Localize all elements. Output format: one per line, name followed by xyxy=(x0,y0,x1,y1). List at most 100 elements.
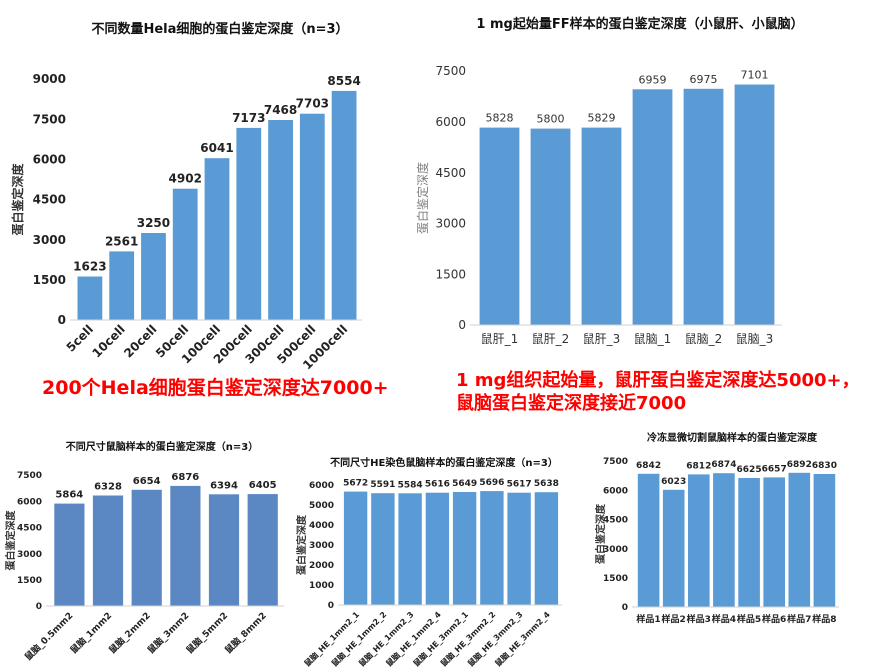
he-bar xyxy=(452,492,477,605)
tissue-data-label: 7101 xyxy=(741,69,769,82)
hela-y-tick-label: 6000 xyxy=(33,153,66,167)
tissue-chart-title: 1 mg起始量FF样本的蛋白鉴定深度（小鼠肝、小鼠脑） xyxy=(476,16,803,32)
size-data-label: 6405 xyxy=(249,480,277,491)
frozen-x-tick-label: 样品7 xyxy=(787,613,811,625)
he-data-label: 5616 xyxy=(425,480,450,490)
frozen-data-label: 6023 xyxy=(661,477,686,487)
hela-data-label: 7173 xyxy=(232,111,265,125)
he-y-tick-label: 2000 xyxy=(309,561,334,571)
frozen-data-label: 6657 xyxy=(762,464,787,474)
tissue-y-tick-label: 7500 xyxy=(435,64,466,78)
tissue-bar xyxy=(632,89,673,325)
he-data-label: 5638 xyxy=(534,479,559,489)
he-data-label: 5584 xyxy=(398,480,423,490)
hela-bar xyxy=(141,233,166,320)
size-bar xyxy=(208,494,240,606)
hela-data-label: 2561 xyxy=(105,234,138,248)
frozen-y-tick-label: 7500 xyxy=(603,457,628,467)
he-bar xyxy=(480,491,504,605)
hela-y-tick-label: 7500 xyxy=(33,112,66,126)
he-data-label: 5672 xyxy=(343,479,368,489)
he-bar xyxy=(371,493,395,605)
size-y-tick-label: 0 xyxy=(36,602,42,612)
hela-data-label: 7468 xyxy=(264,103,297,117)
he-y-tick-label: 5000 xyxy=(309,501,334,511)
hela-data-label: 1623 xyxy=(73,260,106,274)
he-bar xyxy=(507,492,531,605)
he-bar xyxy=(343,491,368,605)
frozen-data-label: 6842 xyxy=(636,461,661,471)
tissue-bar xyxy=(683,88,724,325)
he-data-label: 5649 xyxy=(452,479,477,489)
size-y-tick-label: 6000 xyxy=(17,497,42,507)
he-y-tick-label: 4000 xyxy=(309,521,334,531)
hela-data-label: 4902 xyxy=(169,172,202,186)
he-bar xyxy=(534,492,559,605)
frozen-bar xyxy=(688,474,710,607)
frozen-x-tick-label: 样品4 xyxy=(712,613,736,625)
tissue-x-tick-label: 鼠脑_3 xyxy=(736,332,774,346)
he-data-label: 5617 xyxy=(507,480,532,490)
size-data-label: 6394 xyxy=(210,480,238,491)
tissue-x-tick-label: 鼠脑_1 xyxy=(634,332,672,346)
tissue-bar xyxy=(479,127,520,325)
hela-data-label: 3250 xyxy=(137,216,170,230)
hela-y-tick-label: 3000 xyxy=(33,233,66,247)
hela-bar xyxy=(236,127,262,321)
hela-bar xyxy=(299,113,325,320)
hela-bar xyxy=(172,188,198,320)
he-data-label: 5591 xyxy=(370,480,395,490)
hela-bar xyxy=(268,120,293,320)
hela-x-tick-label: 20cell xyxy=(121,322,159,360)
size-bar xyxy=(54,503,85,606)
frozen-data-label: 6830 xyxy=(812,461,837,471)
hela-y-tick-label: 0 xyxy=(58,313,66,327)
size-bar xyxy=(131,489,162,606)
frozen-y-tick-label: 0 xyxy=(622,603,628,613)
size-bar xyxy=(247,494,278,606)
frozen-x-tick-label: 样品5 xyxy=(737,613,761,625)
tissue-data-label: 5828 xyxy=(486,112,514,125)
tissue-x-tick-label: 鼠脑_2 xyxy=(685,332,723,346)
he-y-tick-label: 3000 xyxy=(309,541,334,551)
size-y-tick-label: 4500 xyxy=(17,524,42,534)
he-y-axis-label: 蛋白鉴定深度 xyxy=(295,514,308,575)
frozen-x-tick-label: 样品3 xyxy=(687,613,711,625)
size-y-tick-label: 3000 xyxy=(17,550,42,560)
hela-bar xyxy=(109,251,135,320)
frozen-x-tick-label: 样品2 xyxy=(662,613,686,625)
hela-y-tick-label: 9000 xyxy=(33,72,66,86)
hela-y-axis-label: 蛋白鉴定深度 xyxy=(10,163,25,236)
tissue-bar xyxy=(581,127,622,325)
frozen-x-tick-label: 样品6 xyxy=(762,613,786,625)
he-bar xyxy=(425,492,450,605)
he-data-label: 5696 xyxy=(479,478,504,488)
tissue-data-label: 5800 xyxy=(537,113,565,126)
tissue-summary-line2: 鼠脑蛋白鉴定深度接近7000 xyxy=(456,393,687,414)
size-bar xyxy=(92,495,124,606)
tissue-y-axis-label: 蛋白鉴定深度 xyxy=(415,162,430,234)
tissue-x-tick-label: 鼠肝_2 xyxy=(532,332,570,346)
frozen-y-tick-label: 6000 xyxy=(603,486,628,496)
tissue-bar xyxy=(734,84,775,325)
frozen-y-axis-label: 蛋白鉴定深度 xyxy=(594,503,607,564)
size-x-tick-label: 鼠脑_0.5mm2 xyxy=(22,610,75,663)
size-data-label: 6876 xyxy=(171,472,199,483)
hela-summary-text: 200个Hela细胞蛋白鉴定深度达7000+ xyxy=(42,377,389,399)
tissue-x-tick-label: 鼠肝_1 xyxy=(481,332,519,346)
hela-y-tick-label: 1500 xyxy=(33,273,66,287)
tissue-y-tick-label: 0 xyxy=(458,318,466,332)
size-x-tick-label: 鼠脑_8mm2 xyxy=(222,610,269,657)
tissue-x-tick-label: 鼠肝_3 xyxy=(583,332,621,346)
he-y-tick-label: 0 xyxy=(328,601,334,611)
size-bar xyxy=(170,485,201,606)
he-bar xyxy=(398,493,422,605)
hela-data-label: 7703 xyxy=(296,97,329,111)
frozen-bar xyxy=(788,472,811,607)
frozen-bar xyxy=(738,478,760,607)
frozen-data-label: 6625 xyxy=(737,465,762,475)
tissue-summary-line1: 1 mg组织起始量，鼠肝蛋白鉴定深度达5000+， xyxy=(456,370,860,391)
tissue-data-label: 5829 xyxy=(588,112,616,125)
he-chart-title: 不同尺寸HE染色鼠脑样本的蛋白鉴定深度（n=3） xyxy=(330,456,558,469)
